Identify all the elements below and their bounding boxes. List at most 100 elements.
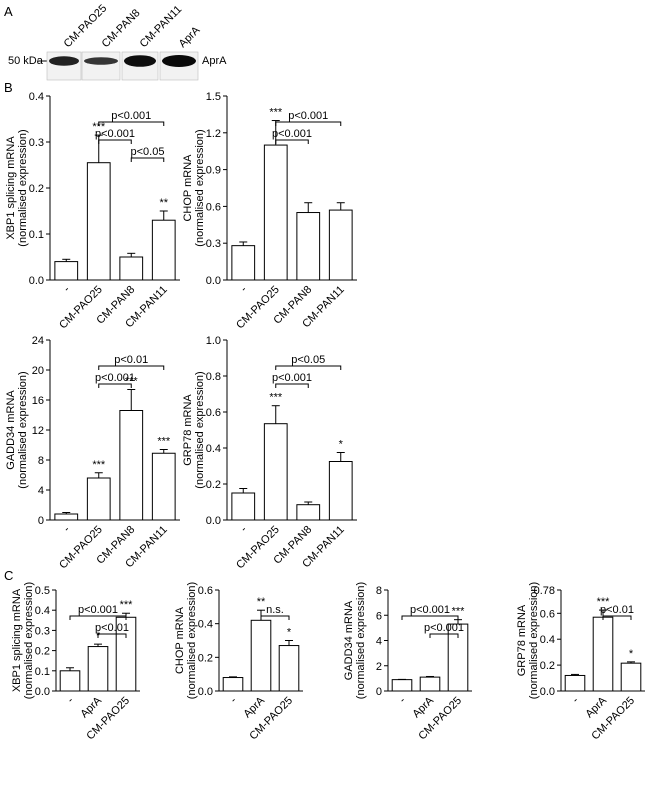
y-tick-label: 0.4 bbox=[540, 634, 555, 646]
bar bbox=[296, 504, 321, 521]
y-axis-subtitle: (normalised expression) bbox=[186, 582, 198, 699]
bar bbox=[86, 162, 111, 281]
bar bbox=[231, 492, 256, 521]
y-tick-label: 0.2 bbox=[206, 479, 221, 491]
significance-stars: *** bbox=[92, 121, 106, 133]
y-tick-label: 8 bbox=[376, 585, 382, 597]
y-axis-subtitle: (normalised expression) bbox=[17, 129, 29, 246]
significance-bracket bbox=[429, 633, 459, 638]
y-tick-label: 0.6 bbox=[206, 407, 221, 419]
x-tick-label: CM-PAO25 bbox=[234, 284, 282, 332]
y-tick-label: 0.3 bbox=[29, 137, 44, 149]
significance-stars: *** bbox=[452, 606, 466, 618]
significance-label: p<0.001 bbox=[111, 110, 151, 122]
y-tick-label: 0.0 bbox=[198, 686, 213, 698]
y-tick-label: 0.4 bbox=[206, 443, 221, 455]
significance-label: p<0.001 bbox=[288, 110, 328, 122]
y-tick-label: 0.8 bbox=[206, 371, 221, 383]
bar bbox=[231, 245, 256, 281]
y-tick-label: 0.4 bbox=[29, 91, 44, 103]
bar bbox=[119, 256, 144, 281]
bar bbox=[564, 674, 586, 692]
significance-bracket bbox=[275, 139, 309, 144]
y-axis-subtitle: (normalised expression) bbox=[528, 582, 540, 699]
y-axis-subtitle: (normalised expression) bbox=[355, 582, 367, 699]
blot-band-3 bbox=[124, 55, 156, 67]
y-axis-subtitle: (normalised expression) bbox=[17, 371, 29, 488]
significance-bracket bbox=[602, 615, 632, 620]
x-tick-label: - bbox=[61, 283, 72, 294]
y-tick-label: 0.9 bbox=[206, 165, 221, 177]
chart-2: 0.0 0.3 0.6 0.9 1.2 1.5 CHOP mRNA (normalised e… bbox=[182, 91, 357, 331]
chart-5: 0.0 0.1 0.2 0.3 0.4 0.5 XBP1 splicing mRNA (nor… bbox=[11, 582, 140, 742]
chart-6: 0.0 0.2 0.4 0.6 CHOP mRNA (normalised express… bbox=[174, 582, 303, 742]
y-tick-label: 12 bbox=[32, 425, 44, 437]
y-axis-subtitle: (normalised expression) bbox=[194, 371, 206, 488]
bar bbox=[151, 452, 176, 521]
y-axis-title: GRP78 mRNA bbox=[182, 394, 194, 466]
y-tick-label: 0.4 bbox=[35, 605, 50, 617]
bar bbox=[328, 461, 353, 521]
significance-bracket bbox=[69, 615, 127, 620]
bar bbox=[151, 219, 176, 281]
x-tick-label: CM-PAO25 bbox=[57, 284, 105, 332]
significance-stars: *** bbox=[157, 436, 171, 448]
blot-band-2 bbox=[84, 57, 118, 65]
y-tick-label: 0.1 bbox=[35, 666, 50, 678]
y-tick-label: 24 bbox=[32, 335, 44, 347]
significance-label: p<0.05 bbox=[291, 354, 325, 366]
significance-bracket bbox=[97, 633, 127, 638]
significance-bracket bbox=[260, 615, 290, 620]
blot-band-4 bbox=[162, 55, 196, 67]
y-axis-title: XBP1 splicing mRNA bbox=[11, 588, 23, 692]
y-tick-label: 0.2 bbox=[540, 660, 555, 672]
y-tick-label: 1.5 bbox=[206, 91, 221, 103]
y-tick-label: 6 bbox=[376, 610, 382, 622]
y-tick-label: 2 bbox=[376, 661, 382, 673]
y-tick-label: 0 bbox=[38, 515, 44, 527]
significance-label: p<0.001 bbox=[410, 604, 450, 616]
y-tick-label: 4 bbox=[38, 485, 44, 497]
bar bbox=[328, 209, 353, 281]
y-tick-label: 0.0 bbox=[206, 515, 221, 527]
bar bbox=[263, 423, 288, 521]
y-axis-title: XBP1 splicing mRNA bbox=[5, 136, 17, 240]
significance-bracket bbox=[130, 157, 165, 162]
bar bbox=[54, 261, 79, 281]
y-tick-label: 0.2 bbox=[29, 183, 44, 195]
y-tick-label: 0.0 bbox=[540, 686, 555, 698]
significance-label: p<0.01 bbox=[600, 604, 634, 616]
bar bbox=[278, 645, 300, 692]
bar bbox=[620, 662, 642, 692]
y-tick-label: 0.0 bbox=[35, 686, 50, 698]
y-tick-label: 20 bbox=[32, 365, 44, 377]
significance-label: p<0.001 bbox=[95, 372, 135, 384]
y-tick-label: 0.4 bbox=[198, 619, 213, 631]
y-tick-label: 1.2 bbox=[206, 128, 221, 140]
significance-label: p<0.001 bbox=[272, 372, 312, 384]
y-tick-label: 0.0 bbox=[29, 275, 44, 287]
x-tick-label: - bbox=[228, 694, 239, 705]
panel-label-b: B bbox=[4, 80, 13, 95]
chart-7: 0 2 4 6 8 GADD34 mRNA (normalised expression) -… bbox=[343, 582, 472, 742]
significance-bracket bbox=[275, 121, 342, 126]
significance-bracket bbox=[98, 121, 165, 126]
bar bbox=[87, 646, 109, 692]
y-tick-label: 0.6 bbox=[206, 201, 221, 213]
y-tick-label: 8 bbox=[38, 455, 44, 467]
y-tick-label: 0 bbox=[376, 686, 382, 698]
x-tick-label: CM-PAO25 bbox=[234, 524, 282, 572]
y-tick-label: 1.0 bbox=[206, 335, 221, 347]
bar bbox=[250, 619, 272, 692]
blot-protein-label: AprA bbox=[202, 55, 227, 67]
bar bbox=[119, 410, 144, 521]
significance-bracket bbox=[275, 383, 309, 388]
significance-stars: *** bbox=[597, 596, 611, 608]
x-tick-label: - bbox=[238, 283, 249, 294]
significance-bracket bbox=[98, 383, 132, 388]
y-tick-label: 0.6 bbox=[198, 585, 213, 597]
significance-bracket bbox=[98, 139, 132, 144]
blot-lane-label-4: AprA bbox=[177, 24, 203, 50]
significance-stars: * bbox=[287, 627, 292, 639]
